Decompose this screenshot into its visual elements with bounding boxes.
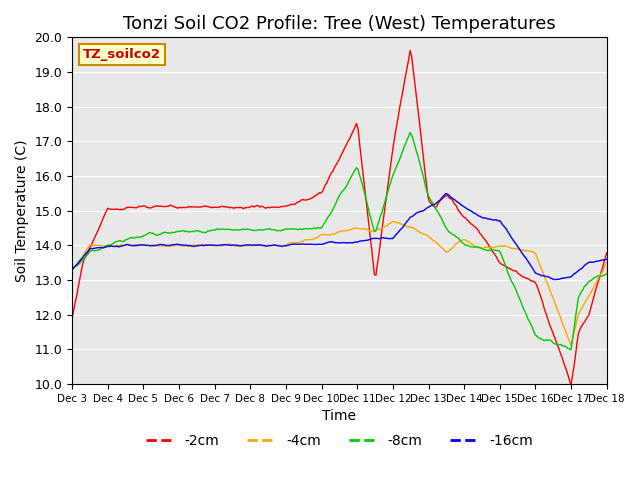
Title: Tonzi Soil CO2 Profile: Tree (West) Temperatures: Tonzi Soil CO2 Profile: Tree (West) Temp… <box>123 15 556 33</box>
Y-axis label: Soil Temperature (C): Soil Temperature (C) <box>15 139 29 282</box>
Text: TZ_soilco2: TZ_soilco2 <box>83 48 161 61</box>
Legend: -2cm, -4cm, -8cm, -16cm: -2cm, -4cm, -8cm, -16cm <box>140 428 538 453</box>
X-axis label: Time: Time <box>323 409 356 423</box>
